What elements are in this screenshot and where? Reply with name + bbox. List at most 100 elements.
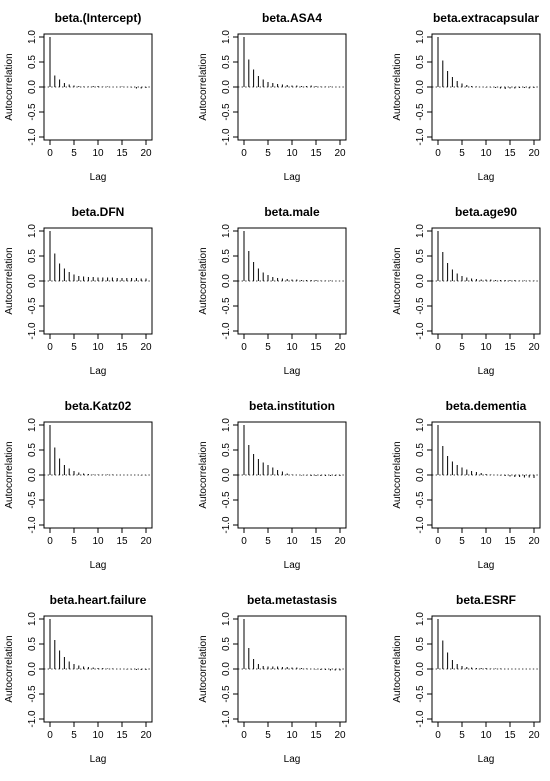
chart-title: beta.male: [264, 205, 320, 219]
y-tick-label: -1.0: [415, 322, 426, 340]
acf-panel: beta.age90 -1.0 -0.5 0.0 0.5 1.0 0 5 10 15 20 Lag Au…: [388, 194, 550, 389]
x-tick-label: 15: [310, 730, 322, 741]
acf-chart: beta.Katz02 -1.0 -0.5 0.0 0.5 1.0 0 5 10 15 20 Lag A…: [4, 399, 153, 571]
x-tick-label: 10: [92, 536, 104, 547]
acf-panel: beta.DFN -1.0 -0.5 0.0 0.5 1.0 0 5 10 15 20 Lag Auto…: [0, 194, 183, 389]
acf-panel: beta.extracapsular -1.0 -0.5 0.0 0.5 1.0 0 5 10 1…: [388, 0, 550, 195]
x-tick-label: 5: [71, 342, 77, 353]
x-tick-label: 10: [480, 730, 492, 741]
x-tick-label: 5: [71, 536, 77, 547]
y-tick-label: 0.5: [415, 443, 426, 457]
x-tick-label: 0: [435, 342, 441, 353]
acf-chart: beta.heart.failure -1.0 -0.5 0.0 0.5 1.0 0 5 10 1…: [4, 593, 153, 765]
x-tick-label: 0: [47, 148, 53, 159]
x-tick-label: 5: [71, 148, 77, 159]
y-tick-label: 0.5: [415, 55, 426, 69]
y-tick-label: -1.0: [221, 710, 232, 728]
y-tick-label: -1.0: [221, 516, 232, 534]
x-tick-label: 5: [459, 730, 465, 741]
y-axis-label: Autocorrelation: [4, 441, 15, 508]
x-axis-label: Lag: [478, 172, 495, 183]
x-axis-label: Lag: [478, 560, 495, 571]
y-tick-label: 1.0: [221, 418, 232, 432]
x-axis-label: Lag: [90, 754, 107, 765]
x-tick-label: 20: [334, 536, 346, 547]
x-tick-label: 15: [310, 342, 322, 353]
acf-chart: beta.extracapsular -1.0 -0.5 0.0 0.5 1.0 0 5 10 1…: [392, 11, 541, 183]
y-tick-label: 1.0: [27, 418, 38, 432]
y-axis-label: Autocorrelation: [392, 53, 403, 120]
y-tick-label: -0.5: [221, 297, 232, 315]
acf-panel: beta.institution -1.0 -0.5 0.0 0.5 1.0 0 5 10 15 2…: [194, 388, 377, 583]
x-tick-label: 15: [504, 536, 516, 547]
x-tick-label: 15: [310, 148, 322, 159]
x-tick-label: 20: [528, 536, 540, 547]
y-tick-label: 1.0: [415, 418, 426, 432]
x-tick-label: 15: [116, 148, 128, 159]
y-tick-label: -0.5: [221, 103, 232, 121]
x-tick-label: 5: [265, 342, 271, 353]
x-tick-label: 10: [286, 536, 298, 547]
x-tick-label: 0: [47, 730, 53, 741]
y-tick-label: 0.0: [27, 274, 38, 288]
acf-chart: beta.dementia -1.0 -0.5 0.0 0.5 1.0 0 5 10 15 20 La…: [392, 399, 541, 571]
acf-panel: beta.dementia -1.0 -0.5 0.0 0.5 1.0 0 5 10 15 20 La…: [388, 388, 550, 583]
x-tick-label: 0: [435, 148, 441, 159]
y-axis-label: Autocorrelation: [4, 53, 15, 120]
x-tick-label: 0: [435, 730, 441, 741]
x-tick-label: 20: [528, 342, 540, 353]
y-tick-label: -0.5: [415, 685, 426, 703]
y-tick-label: 1.0: [27, 612, 38, 626]
x-tick-label: 10: [286, 730, 298, 741]
x-tick-label: 5: [265, 536, 271, 547]
y-tick-label: -0.5: [27, 297, 38, 315]
chart-title: beta.DFN: [72, 205, 125, 219]
x-axis-label: Lag: [90, 366, 107, 377]
y-tick-label: -0.5: [221, 685, 232, 703]
y-tick-label: 1.0: [27, 30, 38, 44]
acf-panel: beta.(Intercept) -1.0 -0.5 0.0 0.5 1.0 0 5 10 15 2…: [0, 0, 183, 195]
y-tick-label: -0.5: [415, 297, 426, 315]
x-tick-label: 20: [528, 730, 540, 741]
acf-panel: beta.heart.failure -1.0 -0.5 0.0 0.5 1.0 0 5 10 1…: [0, 582, 183, 777]
x-tick-label: 15: [116, 342, 128, 353]
x-tick-label: 10: [480, 148, 492, 159]
x-tick-label: 10: [92, 730, 104, 741]
x-tick-label: 20: [140, 536, 152, 547]
y-tick-label: 0.0: [221, 468, 232, 482]
x-tick-label: 10: [286, 342, 298, 353]
y-tick-label: -0.5: [415, 103, 426, 121]
x-axis-label: Lag: [90, 560, 107, 571]
x-tick-label: 10: [480, 342, 492, 353]
y-tick-label: 0.5: [415, 249, 426, 263]
y-tick-label: -0.5: [27, 103, 38, 121]
x-axis-label: Lag: [284, 172, 301, 183]
y-tick-label: 0.0: [221, 274, 232, 288]
x-tick-label: 15: [504, 342, 516, 353]
y-tick-label: -1.0: [27, 710, 38, 728]
y-tick-label: 0.5: [27, 637, 38, 651]
acf-chart: beta.(Intercept) -1.0 -0.5 0.0 0.5 1.0 0 5 10 15 2…: [4, 11, 153, 183]
x-tick-label: 10: [92, 342, 104, 353]
y-tick-label: 0.0: [27, 662, 38, 676]
x-tick-label: 0: [435, 536, 441, 547]
x-tick-label: 15: [116, 730, 128, 741]
x-tick-label: 20: [334, 730, 346, 741]
y-tick-label: 0.0: [415, 274, 426, 288]
acf-chart: beta.ESRF -1.0 -0.5 0.0 0.5 1.0 0 5 10 15 20 Lag Aut…: [392, 593, 541, 765]
chart-title: beta.dementia: [446, 399, 527, 413]
x-tick-label: 10: [92, 148, 104, 159]
y-tick-label: -0.5: [415, 491, 426, 509]
chart-title: beta.age90: [455, 205, 517, 219]
y-tick-label: -1.0: [27, 128, 38, 146]
y-tick-label: 0.0: [415, 468, 426, 482]
acf-chart: beta.age90 -1.0 -0.5 0.0 0.5 1.0 0 5 10 15 20 Lag Au…: [392, 205, 541, 377]
y-tick-label: 0.5: [27, 249, 38, 263]
x-tick-label: 5: [265, 730, 271, 741]
x-tick-label: 0: [241, 730, 247, 741]
x-tick-label: 20: [140, 342, 152, 353]
acf-chart: beta.metastasis -1.0 -0.5 0.0 0.5 1.0 0 5 10 15 20…: [198, 593, 347, 765]
y-tick-label: 1.0: [415, 30, 426, 44]
y-tick-label: -0.5: [27, 491, 38, 509]
